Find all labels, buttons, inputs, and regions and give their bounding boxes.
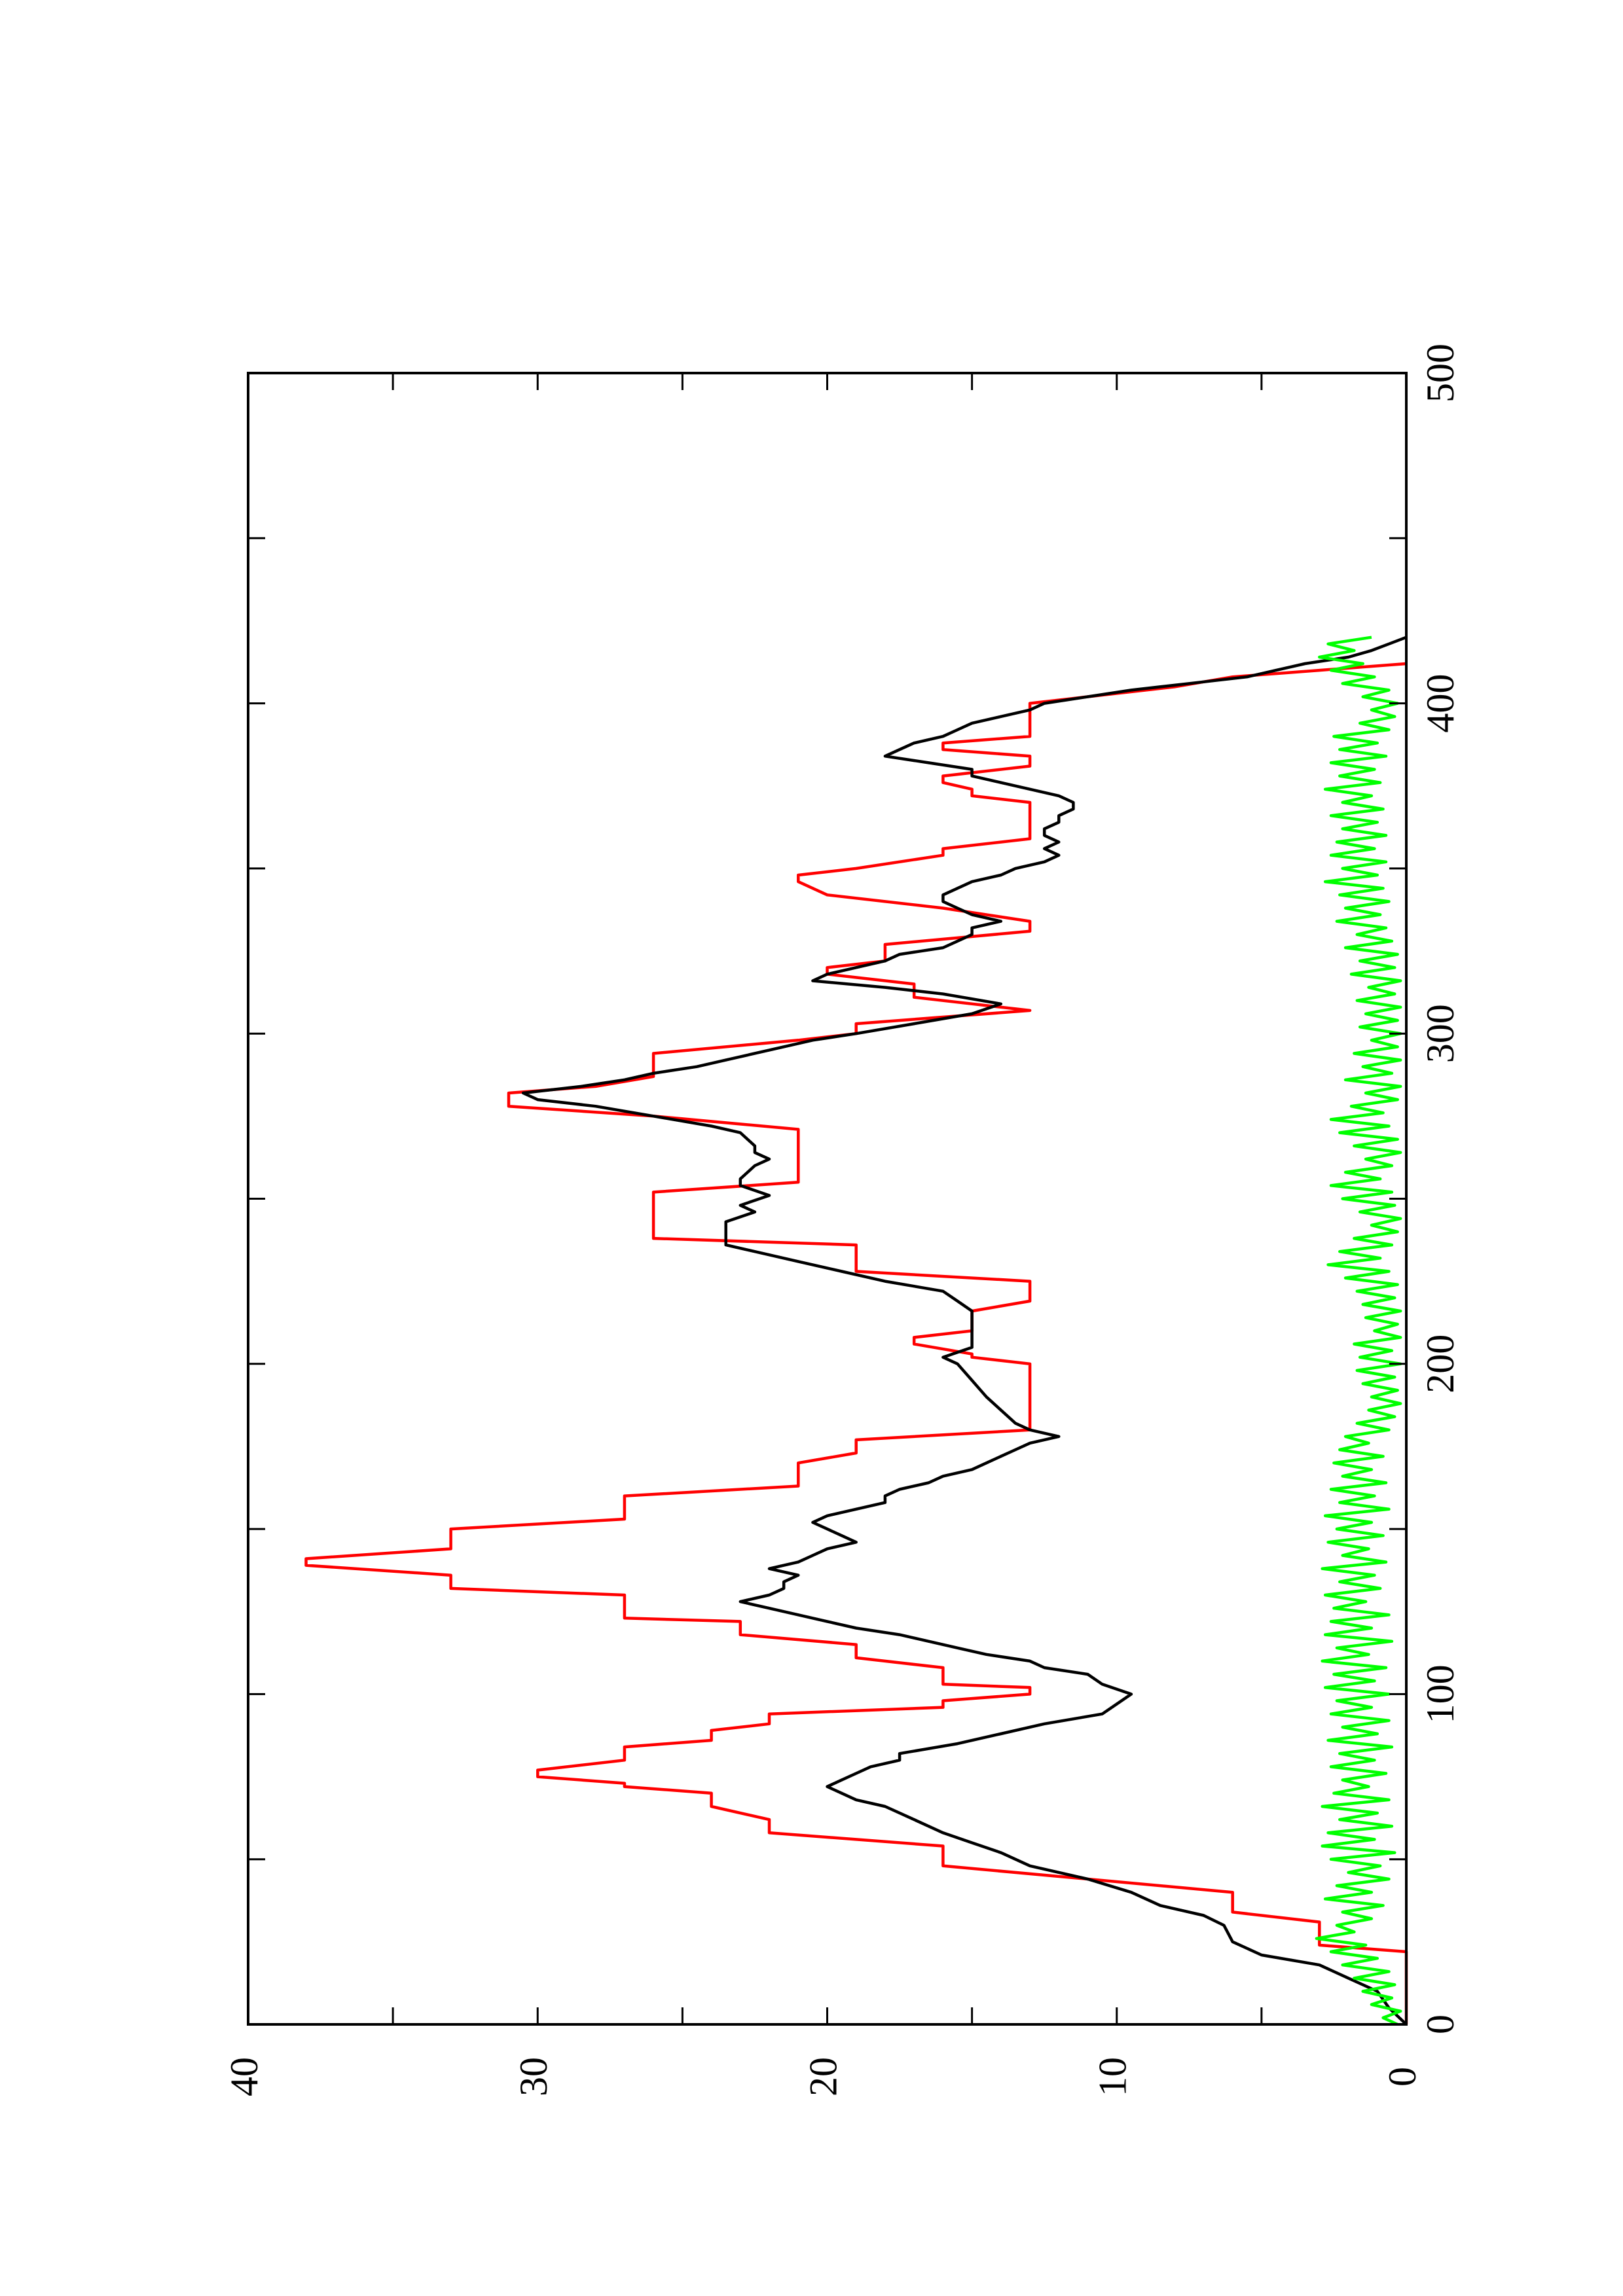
x-tick-label: 0 (1419, 2015, 1462, 2034)
series-line-2 (521, 636, 1408, 2026)
label-layer: 0 100 200 300 400 500 0 10 20 30 40 (223, 344, 1462, 2096)
y-tick-label: 20 (801, 2057, 845, 2096)
series-line-1 (304, 662, 1408, 2024)
x-tick-label: 100 (1419, 1664, 1462, 1723)
y-tick-label: 40 (223, 2057, 266, 2096)
plot-frame (247, 372, 1408, 2026)
y-tick-label: 30 (512, 2057, 555, 2096)
y-tick-label: 10 (1091, 2057, 1135, 2096)
series-line-3 (1315, 636, 1402, 2026)
y-tick-label: 0 (1381, 2067, 1424, 2087)
series-layer (304, 636, 1408, 2026)
x-tick-label: 400 (1419, 674, 1462, 733)
x-tick-label: 300 (1419, 1004, 1462, 1063)
x-tick-label: 200 (1419, 1335, 1462, 1393)
x-tick-label: 500 (1419, 344, 1462, 403)
tick-layer (247, 372, 1408, 2026)
